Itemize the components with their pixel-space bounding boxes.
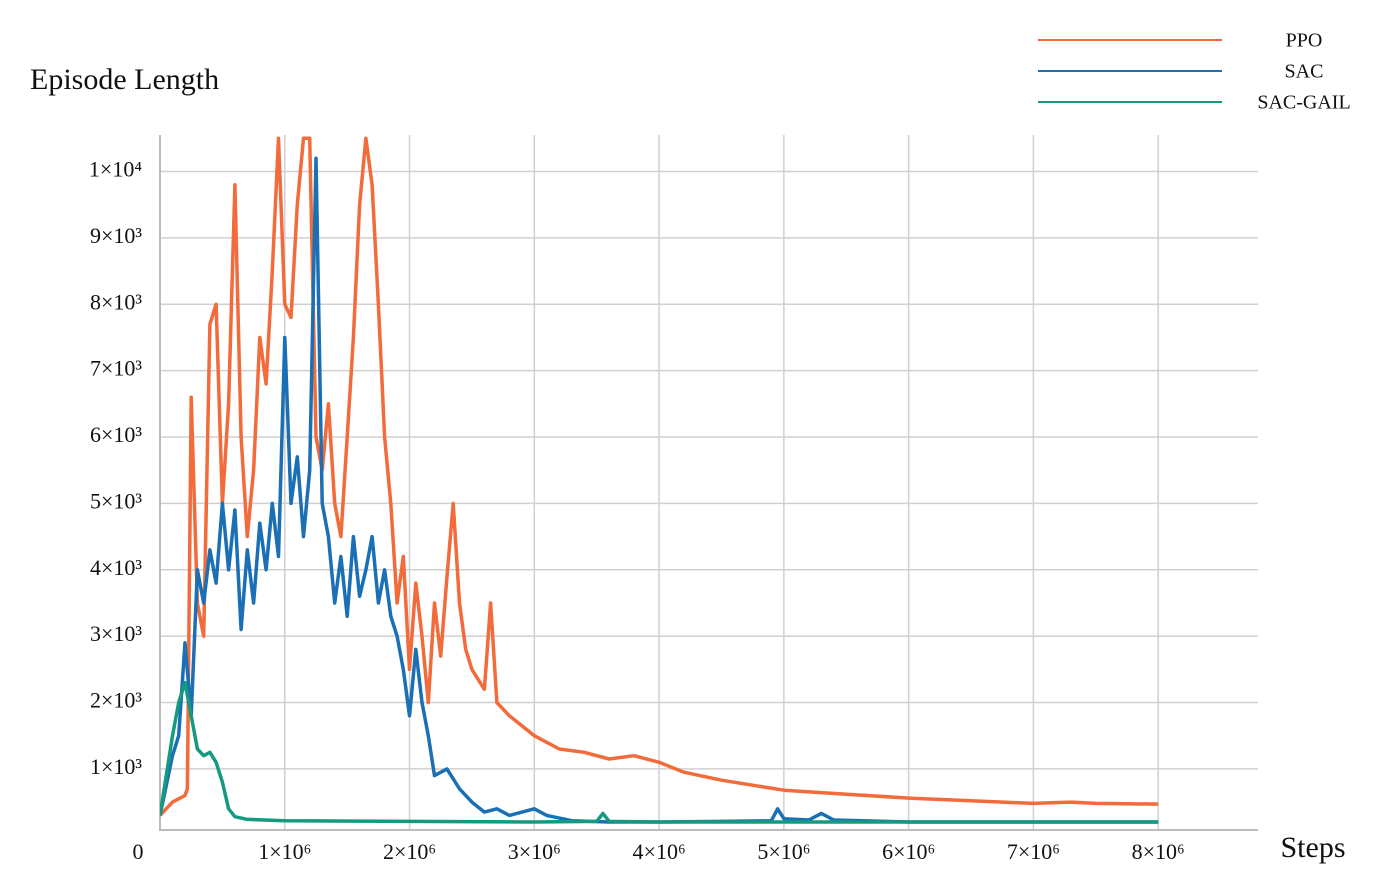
y-tick-label: 1×10³	[90, 754, 142, 779]
y-tick-label: 7×10³	[90, 356, 142, 381]
series-line	[160, 680, 1159, 824]
legend-label: PPO	[1286, 30, 1323, 52]
x-tick-label: 5×10⁶	[757, 839, 810, 864]
y-tick-label: 2×10³	[90, 688, 142, 713]
y-tick-label: 8×10³	[90, 289, 142, 314]
legend-label: SAC	[1285, 61, 1324, 83]
x-axis-label: Steps	[1280, 831, 1345, 864]
x-tick-label: 1×10⁶	[258, 839, 311, 864]
y-tick-label: 5×10³	[90, 488, 142, 513]
chart-title: Episode Length	[30, 63, 219, 96]
x-tick-label: 3×10⁶	[508, 839, 561, 864]
y-tick-label: 1×10⁴	[89, 157, 142, 182]
y-tick-label: 9×10³	[90, 223, 142, 248]
y-tick-label: 3×10³	[90, 621, 142, 646]
legend: PPO SAC SAC-GAIL	[1038, 30, 1351, 114]
y-tick-label: 4×10³	[90, 555, 142, 580]
x-tick-label: 2×10⁶	[383, 839, 436, 864]
x-tick-label: 0	[133, 839, 144, 864]
y-tick-label: 6×10³	[90, 422, 142, 447]
x-tick-label: 7×10⁶	[1007, 839, 1060, 864]
x-tick-label: 8×10⁶	[1132, 839, 1185, 864]
x-tick-label: 4×10⁶	[633, 839, 686, 864]
grid	[160, 135, 1258, 830]
plot-lines	[160, 136, 1159, 824]
legend-label: SAC-GAIL	[1257, 92, 1350, 114]
series-line	[160, 136, 1159, 817]
x-tick-label: 6×10⁶	[882, 839, 935, 864]
